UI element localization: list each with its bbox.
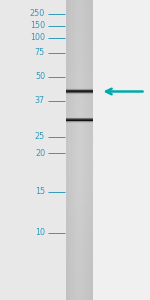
Bar [66,210,93,215]
Text: 37: 37 [35,96,45,105]
Bar [82,0,84,300]
Bar [66,145,93,150]
Bar [66,170,93,175]
Bar [70,0,72,300]
Bar [66,105,93,110]
Bar [66,205,93,210]
Bar [66,190,93,195]
Text: 15: 15 [35,188,45,196]
Bar [66,85,93,90]
Bar [66,20,93,25]
Bar [66,5,93,10]
Bar [74,0,76,300]
Bar [66,135,93,140]
Bar [66,30,93,35]
Bar [66,140,93,145]
Bar [66,175,93,180]
Text: 25: 25 [35,132,45,141]
Bar [66,230,93,235]
Bar [66,215,93,220]
Bar [66,60,93,65]
Bar [66,120,93,125]
Text: 50: 50 [35,72,45,81]
Bar [66,165,93,170]
Bar [66,50,93,55]
Bar [66,265,93,270]
Bar [66,150,93,155]
Bar [67,0,69,300]
Bar [66,80,93,85]
Bar [73,0,74,300]
Bar [66,270,93,275]
Bar [71,0,73,300]
Bar [66,0,68,300]
Bar [85,0,86,300]
Bar [66,0,93,5]
Text: 20: 20 [35,148,45,158]
Bar [66,25,93,30]
Bar [86,0,88,300]
Text: 250: 250 [30,9,45,18]
Bar [66,115,93,120]
Bar [92,0,93,300]
Bar [66,185,93,190]
Bar [84,0,85,300]
Text: 75: 75 [35,48,45,57]
Bar [66,260,93,265]
Bar [66,35,93,40]
Bar [66,110,93,115]
Bar [66,95,93,100]
Bar [66,245,93,250]
Bar [66,40,93,45]
Bar [69,0,70,300]
Bar [77,0,78,300]
Bar [66,225,93,230]
Bar [66,10,93,15]
Bar [66,45,93,50]
Bar [75,0,77,300]
Text: 10: 10 [35,228,45,237]
Bar [66,75,93,80]
Bar [66,200,93,205]
Bar [90,0,92,300]
Text: 100: 100 [30,33,45,42]
Bar [66,255,93,260]
Bar [66,285,93,290]
Bar [66,235,93,240]
Bar [66,65,93,70]
Bar [66,180,93,185]
Bar [66,240,93,245]
Bar [66,55,93,60]
Bar [81,0,82,300]
Bar [66,275,93,280]
Bar [66,220,93,225]
Bar [66,195,93,200]
Bar [66,125,93,130]
Bar [66,100,93,105]
Bar [66,290,93,295]
Bar [66,155,93,160]
Bar [66,160,93,165]
Bar [89,0,90,300]
Bar [66,280,93,285]
Bar [93,0,150,300]
Bar [78,0,80,300]
Bar [80,0,81,300]
Bar [66,90,93,95]
Bar [66,15,93,20]
Bar [66,295,93,300]
Bar [66,70,93,75]
Bar [66,130,93,135]
Bar [66,250,93,255]
Text: 150: 150 [30,21,45,30]
Bar [88,0,89,300]
